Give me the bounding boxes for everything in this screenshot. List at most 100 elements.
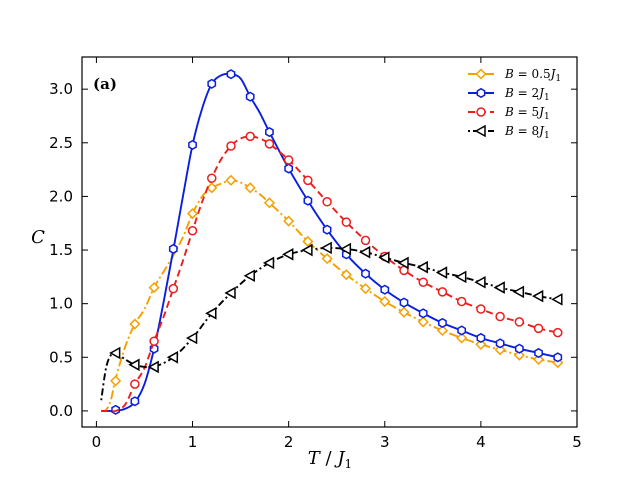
y-tick-label: 1.5	[49, 241, 73, 259]
x-tick-label: 2	[284, 433, 294, 451]
series-3-point	[224, 286, 236, 300]
series-1-point	[265, 127, 274, 138]
y-tick-label: 1.0	[49, 295, 73, 313]
series-3-point	[262, 256, 275, 270]
legend-label-sub: 1	[544, 93, 550, 103]
series-1-point	[457, 325, 467, 336]
series-3-point	[166, 351, 179, 364]
series-2-point	[283, 155, 294, 165]
legend-label: B = 8J1	[504, 124, 550, 141]
series-2-point	[341, 217, 352, 227]
legend-label-var: B	[504, 105, 514, 119]
x-axis-title-sym: J	[333, 448, 346, 469]
series-2-point	[418, 277, 428, 287]
x-tick-label: 1	[188, 433, 198, 451]
legend-label-sym: J	[536, 105, 545, 119]
y-tick-label: 2.5	[49, 134, 73, 152]
series-1-line	[101, 72, 558, 413]
series-0-point	[225, 174, 237, 186]
series-1-point	[514, 343, 524, 354]
series-1-point	[284, 163, 294, 174]
series-0-point	[456, 332, 468, 344]
plot-area	[100, 69, 564, 415]
legend-entry: B = 2J1	[468, 86, 550, 103]
axes: 0 1 2 3 4 5 0.0 0.5 1.0 1.5 2.0 2.5 3.0	[49, 57, 582, 451]
series-0-point	[398, 306, 410, 318]
series-0-point	[475, 338, 487, 350]
series-3-point	[301, 243, 313, 257]
y-axis-title: C	[31, 227, 45, 248]
series-2-line	[101, 135, 558, 413]
series-0-point	[340, 269, 352, 281]
series-0-point	[263, 197, 275, 209]
series-1	[101, 69, 563, 415]
series-1-point	[438, 317, 447, 329]
series-1-point	[380, 284, 390, 295]
series-2-point	[360, 235, 371, 246]
series-1-point	[226, 69, 236, 80]
series-3-point	[551, 293, 563, 306]
series-0-point	[206, 182, 218, 194]
series-2	[101, 131, 563, 413]
legend-label-sym: J	[548, 67, 557, 81]
x-axis-title-var: T	[308, 448, 322, 469]
series-3-point	[435, 266, 448, 279]
series-3-point	[205, 307, 217, 320]
series-0-point	[359, 283, 372, 295]
x-tick-label: 3	[380, 433, 390, 451]
series-2-point	[130, 379, 140, 389]
series-3-point	[128, 358, 140, 372]
series-3-point	[378, 251, 390, 264]
series-0-point	[129, 318, 141, 330]
series-3-point	[147, 360, 159, 374]
series-1-point	[207, 78, 217, 89]
series-3-point	[282, 248, 294, 261]
legend-label: B = 0.5J1	[504, 67, 561, 84]
series-3	[100, 241, 563, 401]
legend-label-eq: = 0.5	[514, 67, 551, 81]
series-3-point	[532, 289, 544, 303]
legend-label-var: B	[504, 124, 514, 138]
series-2-point	[322, 197, 332, 207]
x-axis-title-sub: 1	[345, 457, 353, 471]
series-0-point	[532, 353, 545, 365]
y-tick-label: 0.0	[49, 402, 73, 420]
legend-label-sym: J	[536, 124, 545, 138]
series-3-point	[243, 269, 255, 283]
legend-label-sub: 1	[544, 112, 550, 122]
series-1-point	[168, 243, 178, 255]
series-3-point	[320, 241, 332, 255]
series-3-point	[358, 245, 371, 259]
series-3-point	[512, 285, 525, 299]
series-1-point	[188, 139, 197, 151]
legend-entry: B = 5J1	[468, 105, 550, 122]
series-1-point	[534, 347, 543, 359]
x-tick-label: 5	[572, 433, 582, 451]
legend-label-var: B	[504, 86, 514, 100]
series-2-point	[187, 225, 198, 236]
series-2-point	[437, 287, 448, 297]
series-0-point	[186, 208, 199, 220]
series-3-point	[493, 281, 505, 294]
series-2-point	[168, 283, 179, 294]
series-3-point	[185, 331, 198, 345]
series-2-point	[553, 327, 563, 338]
series-2-point	[149, 336, 159, 346]
series-1-point	[130, 396, 140, 407]
legend-label-eq: = 5	[514, 105, 539, 119]
legend-marker	[476, 107, 486, 117]
series-3-point	[416, 260, 428, 274]
series-0-point	[302, 235, 314, 248]
series-0-point	[379, 295, 391, 308]
series-0-point	[513, 349, 525, 361]
legend-label-sub: 1	[555, 74, 561, 84]
legend-entry: B = 8J1	[468, 124, 550, 141]
series-0-point	[321, 253, 333, 265]
series-1-point	[553, 352, 563, 363]
series-2-point	[456, 296, 467, 307]
legend-label-sym: J	[536, 86, 545, 100]
legend-marker	[475, 68, 487, 80]
x-tick-label: 0	[92, 433, 102, 451]
legend-label: B = 5J1	[504, 105, 550, 122]
